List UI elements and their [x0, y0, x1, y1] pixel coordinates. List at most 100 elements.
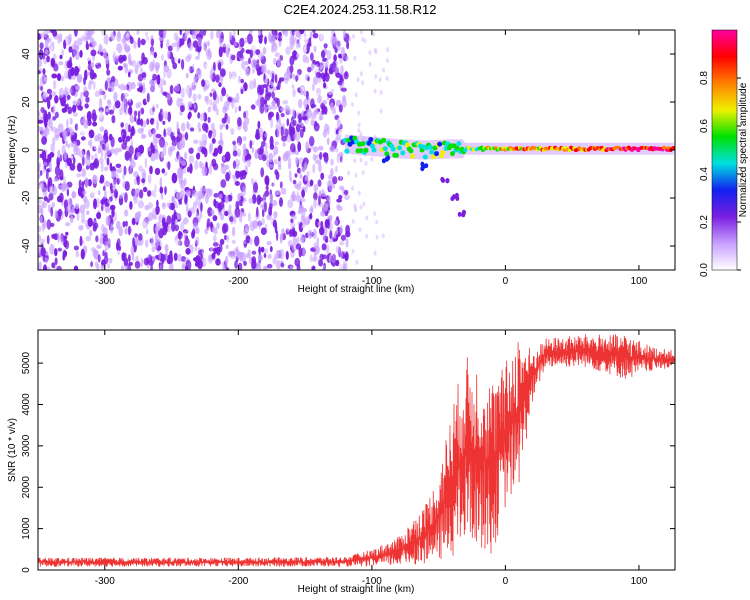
- noise-cell: [230, 54, 236, 61]
- noise-cell: [51, 73, 58, 79]
- noise-cell: [373, 250, 377, 256]
- noise-cell: [355, 259, 359, 265]
- noise-cell: [158, 36, 164, 41]
- noise-cell: [162, 145, 167, 156]
- noise-cell: [242, 212, 247, 217]
- noise-cell: [117, 65, 123, 71]
- noise-cell: [196, 167, 200, 173]
- noise-cell: [224, 210, 229, 217]
- noise-cell: [52, 136, 56, 146]
- noise-cell: [302, 236, 307, 241]
- noise-cell: [285, 46, 291, 55]
- noise-cell: [84, 177, 89, 189]
- noise-cell: [318, 195, 321, 206]
- noise-cell: [317, 179, 322, 187]
- noise-cell: [97, 133, 103, 140]
- noise-cell: [134, 64, 139, 75]
- noise-cell: [340, 250, 344, 260]
- noise-cell: [159, 186, 164, 194]
- noise-cell: [128, 94, 132, 103]
- noise-cell: [289, 41, 294, 50]
- noise-cell: [192, 40, 199, 48]
- noise-cell: [75, 250, 79, 258]
- noise-cell: [235, 170, 240, 179]
- noise-cell: [242, 186, 247, 197]
- noise-cell: [218, 201, 225, 210]
- noise-cell: [90, 206, 94, 217]
- noise-cell: [309, 31, 313, 40]
- noise-cell: [185, 55, 191, 63]
- noise-cell: [251, 259, 257, 270]
- noise-cell: [123, 34, 126, 42]
- noise-cell: [40, 247, 46, 257]
- noise-cell: [87, 179, 92, 187]
- noise-cell: [80, 219, 85, 224]
- noise-cell: [330, 254, 336, 264]
- noise-cell: [127, 53, 132, 62]
- noise-cell: [104, 149, 111, 156]
- noise-cell: [130, 30, 137, 39]
- noise-cell: [110, 76, 116, 83]
- noise-cell: [288, 170, 292, 181]
- noise-cell: [152, 103, 155, 115]
- noise-cell: [176, 209, 182, 220]
- noise-cell: [290, 221, 296, 230]
- noise-cell: [93, 158, 100, 169]
- noise-cell: [313, 192, 318, 201]
- noise-cell: [323, 82, 327, 89]
- noise-cell: [295, 39, 300, 49]
- signal-cell: [429, 149, 435, 155]
- noise-cell: [312, 146, 319, 153]
- noise-cell: [359, 204, 363, 210]
- noise-cell: [289, 229, 293, 238]
- noise-cell: [74, 123, 79, 131]
- noise-cell: [165, 250, 168, 261]
- noise-cell: [244, 60, 249, 66]
- noise-cell: [137, 101, 142, 108]
- noise-cell: [195, 255, 201, 266]
- noise-cell: [56, 73, 62, 82]
- noise-cell: [135, 87, 139, 93]
- noise-cell: [264, 36, 267, 45]
- noise-cell: [232, 101, 236, 112]
- noise-cell: [373, 47, 377, 53]
- noise-cell: [282, 99, 289, 105]
- noise-cell: [332, 233, 337, 239]
- noise-cell: [174, 84, 180, 92]
- figure-title: C2E4.2024.253.11.58.R12: [284, 2, 437, 17]
- noise-cell: [313, 198, 317, 209]
- noise-cell: [62, 254, 65, 261]
- noise-cell: [160, 41, 163, 49]
- signal-cell: [427, 144, 433, 150]
- noise-cell: [148, 79, 155, 86]
- noise-cell: [315, 60, 320, 68]
- noise-cell: [142, 82, 146, 92]
- noise-cell: [263, 253, 267, 258]
- noise-cell: [219, 94, 223, 103]
- noise-cell: [40, 107, 45, 113]
- noise-cell: [58, 61, 64, 66]
- noise-cell: [189, 127, 195, 132]
- noise-cell: [127, 254, 131, 263]
- noise-cell: [38, 111, 41, 118]
- noise-cell: [156, 74, 161, 85]
- y-tick-label: 1000: [21, 517, 32, 540]
- noise-cell: [123, 93, 129, 97]
- noise-cell: [173, 32, 179, 41]
- spectrogram-marks: [38, 30, 675, 270]
- noise-cell: [39, 42, 44, 50]
- noise-cell: [259, 145, 264, 155]
- noise-cell: [289, 265, 293, 270]
- noise-cell: [279, 197, 283, 207]
- noise-cell: [195, 236, 200, 246]
- noise-cell: [72, 48, 77, 57]
- noise-cell: [195, 55, 200, 61]
- noise-cell: [78, 179, 82, 189]
- noise-cell: [370, 156, 374, 162]
- noise-cell: [273, 211, 278, 219]
- noise-cell: [280, 77, 285, 82]
- noise-cell: [40, 215, 43, 225]
- noise-cell: [287, 199, 294, 209]
- noise-cell: [196, 152, 201, 160]
- noise-cell: [338, 104, 343, 113]
